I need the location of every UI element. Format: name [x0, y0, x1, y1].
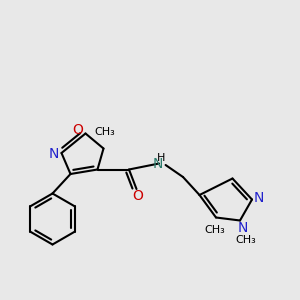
- Text: N: N: [153, 157, 163, 171]
- Text: H: H: [157, 153, 165, 163]
- Text: N: N: [254, 191, 264, 205]
- Text: O: O: [133, 189, 143, 202]
- Text: CH₃: CH₃: [235, 235, 256, 245]
- Text: CH₃: CH₃: [204, 225, 225, 235]
- Text: N: N: [49, 148, 59, 161]
- Text: CH₃: CH₃: [94, 127, 116, 137]
- Text: N: N: [237, 221, 248, 235]
- Text: O: O: [73, 123, 83, 137]
